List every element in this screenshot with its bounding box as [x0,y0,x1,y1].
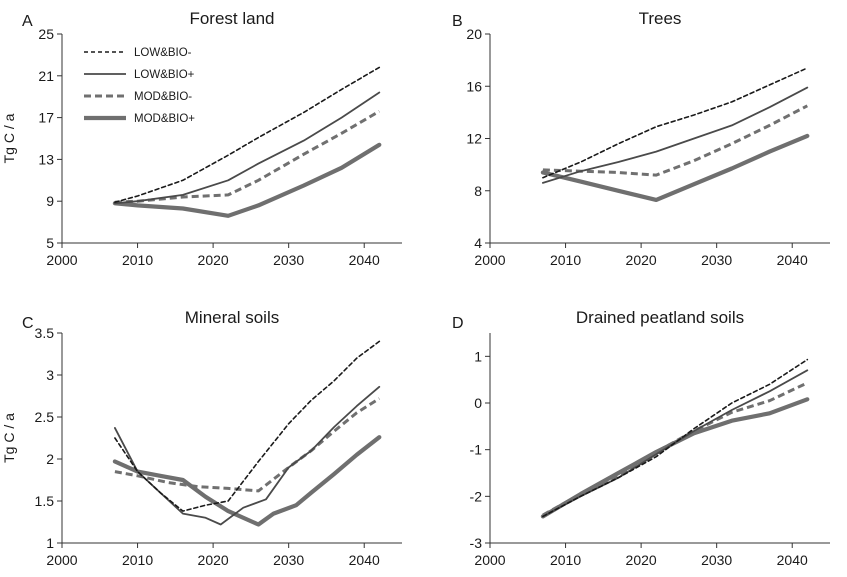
panel-c-xtick-label: 2020 [198,552,229,568]
panel-a-xtick-label: 2030 [273,252,304,268]
panel-d-series-mod-bioplus [540,397,810,519]
panel-c-ytick-label: 2.5 [35,409,55,425]
panel-c: C Mineral soils Tg C / a 1 1.5 2 2.5 3 3.5 2000 20… [1,308,402,568]
panel-d-letter: D [452,315,464,332]
panel-d: D Drained peatland soils -3 -2 -1 0 1 2000 2010 2… [452,308,830,568]
panel-a-xtick-label: 2020 [198,252,229,268]
panel-b-ytick-label: 20 [466,26,482,42]
panel-c-xtick-label: 2010 [122,552,153,568]
panel-a-xtick-label: 2010 [122,252,153,268]
panel-c-title: Mineral soils [185,308,279,327]
panel-b-series-mod-biominus [542,104,808,177]
panel-a-letter: A [22,13,33,30]
panel-c-letter: C [22,315,34,332]
panel-a-title: Forest land [189,9,274,28]
panel-b-series-low-biominus [542,67,809,179]
panel-b-ytick-label: 16 [466,78,482,94]
panel-b-letter: B [452,13,463,30]
panel-a: A Forest land Tg C / a 5 9 13 17 21 25 2000 2010 20… [1,9,402,268]
panel-d-xtick-label: 2000 [474,552,505,568]
panel-b-xtick-label: 2040 [777,252,808,268]
panel-b-series-mod-bioplus [540,133,810,202]
panel-c-ytick-label: 3 [46,367,54,383]
panel-b-xtick-label: 2000 [474,252,505,268]
panel-c-ytick-label: 1 [46,535,54,551]
panel-d-xtick-label: 2020 [626,552,657,568]
panel-b-ytick-label: 8 [474,183,482,199]
panel-d-title: Drained peatland soils [576,308,744,327]
panel-a-ytick-label: 17 [38,110,54,126]
panel-a-series-mod-bioplus [112,142,382,218]
panel-c-ylabel: Tg C / a [1,413,17,463]
panel-c-ytick-label: 2 [46,451,54,467]
panel-a-ytick-label: 5 [46,235,54,251]
panel-a-series-low-bioplus [114,91,381,205]
panel-a-xtick-label: 2040 [349,252,380,268]
legend-label: MOD&BIO- [134,91,192,103]
panel-c-xtick-label: 2000 [46,552,77,568]
panel-d-ytick-label: 0 [474,395,482,411]
panel-d-ytick-label: -2 [470,488,483,504]
panel-c-xtick-label: 2040 [349,552,380,568]
legend: LOW&BIO- LOW&BIO+ MOD&BIO- MOD&BIO+ [84,47,195,125]
panel-c-ytick-label: 1.5 [35,493,55,509]
panel-d-ytick-label: -1 [470,442,483,458]
panel-a-xtick-label: 2000 [46,252,77,268]
panel-c-series-mod-biominus [114,397,381,493]
panel-d-ytick-label: -3 [470,535,483,551]
panel-a-ytick-label: 25 [38,26,54,42]
panel-d-xtick-label: 2040 [777,552,808,568]
panel-d-xtick-label: 2030 [701,552,732,568]
panel-a-series-low-biominus [114,66,381,203]
panel-c-ytick-label: 3.5 [35,325,55,341]
panel-b-title: Trees [639,9,682,28]
panel-c-series-low-bioplus [114,385,381,526]
panel-d-xtick-label: 2010 [550,552,581,568]
panel-d-ytick-label: 1 [474,348,482,364]
panel-d-series-low-biominus [542,358,809,518]
panel-c-xtick-label: 2030 [273,552,304,568]
panel-b: B Trees 4 8 12 16 20 2000 2010 2020 2030 2040 [452,9,830,268]
panel-b-xtick-label: 2030 [701,252,732,268]
panel-a-series-mod-biominus [114,110,381,204]
panel-d-series-mod-biominus [542,381,808,517]
panel-b-xtick-label: 2010 [550,252,581,268]
panel-a-ytick-label: 9 [46,193,54,209]
panel-b-ytick-label: 12 [466,131,482,147]
panel-b-series-low-bioplus [542,86,809,184]
panel-b-ytick-label: 4 [474,235,482,251]
legend-label: LOW&BIO- [134,47,192,59]
legend-label: MOD&BIO+ [134,113,195,125]
legend-label: LOW&BIO+ [134,69,195,81]
panel-a-ytick-label: 21 [38,68,54,84]
panel-a-ytick-label: 13 [38,151,54,167]
panel-c-series-mod-bioplus [112,435,382,527]
panel-a-ylabel: Tg C / a [1,113,17,163]
panel-c-series-low-biominus [114,340,381,512]
panel-b-xtick-label: 2020 [626,252,657,268]
